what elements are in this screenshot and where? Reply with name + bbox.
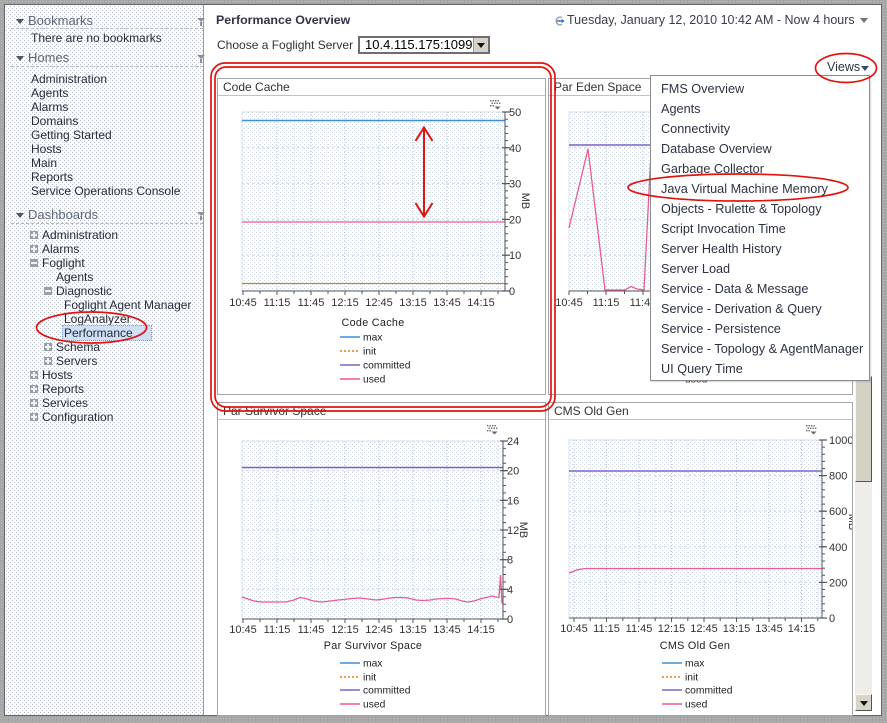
- svg-text:MB: MB: [846, 514, 852, 531]
- svg-text:used: used: [685, 700, 708, 711]
- svg-text:14:15: 14:15: [788, 623, 816, 635]
- svg-text:4: 4: [507, 584, 513, 596]
- svg-text:1000: 1000: [829, 435, 852, 447]
- svg-text:init: init: [363, 347, 376, 358]
- svg-text:11:15: 11:15: [593, 297, 620, 309]
- svg-text:12:15: 12:15: [331, 297, 359, 309]
- svg-text:12: 12: [507, 525, 519, 537]
- svg-text:11:15: 11:15: [264, 624, 291, 636]
- svg-text:init: init: [363, 673, 376, 684]
- svg-text:11:45: 11:45: [630, 297, 657, 309]
- svg-text:20: 20: [507, 466, 519, 478]
- svg-text:20: 20: [509, 214, 521, 226]
- svg-text:init: init: [685, 673, 698, 684]
- svg-text:600: 600: [829, 506, 847, 518]
- svg-text:13:15: 13:15: [723, 623, 751, 635]
- svg-text:Code Cache: Code Cache: [341, 317, 404, 329]
- svg-text:12:15: 12:15: [331, 624, 359, 636]
- svg-text:0: 0: [509, 286, 515, 298]
- svg-text:10:45: 10:45: [229, 624, 257, 636]
- svg-text:committed: committed: [363, 361, 411, 372]
- svg-text:400: 400: [829, 542, 847, 554]
- svg-text:11:45: 11:45: [626, 623, 653, 635]
- svg-text:24: 24: [507, 436, 519, 448]
- svg-text:max: max: [363, 659, 383, 670]
- svg-text:12:15: 12:15: [658, 623, 686, 635]
- svg-text:11:15: 11:15: [593, 623, 620, 635]
- svg-text:13:45: 13:45: [433, 624, 461, 636]
- svg-text:12:45: 12:45: [690, 623, 718, 635]
- svg-text:Par Survivor Space: Par Survivor Space: [324, 640, 422, 652]
- svg-text:11:15: 11:15: [264, 297, 291, 309]
- svg-text:12:45: 12:45: [365, 297, 393, 309]
- svg-text:11:45: 11:45: [298, 624, 325, 636]
- svg-text:max: max: [363, 333, 383, 344]
- svg-text:13:15: 13:15: [399, 624, 427, 636]
- svg-text:11:45: 11:45: [298, 297, 325, 309]
- svg-text:16: 16: [507, 495, 519, 507]
- svg-text:used: used: [363, 375, 386, 386]
- svg-text:committed: committed: [363, 686, 411, 697]
- svg-text:13:15: 13:15: [399, 297, 427, 309]
- svg-text:14:15: 14:15: [467, 624, 495, 636]
- svg-text:10:45: 10:45: [560, 623, 588, 635]
- svg-text:0: 0: [507, 614, 513, 626]
- svg-text:50: 50: [509, 107, 521, 119]
- svg-text:MB: MB: [519, 193, 531, 210]
- svg-text:30: 30: [509, 179, 521, 191]
- svg-text:MB: MB: [517, 522, 529, 539]
- svg-text:8: 8: [507, 555, 513, 567]
- svg-text:12:45: 12:45: [365, 624, 393, 636]
- svg-text:10: 10: [509, 250, 521, 262]
- svg-text:200: 200: [829, 577, 847, 589]
- svg-text:0: 0: [829, 613, 835, 625]
- svg-text:used: used: [363, 700, 386, 711]
- svg-text:committed: committed: [685, 686, 733, 697]
- svg-text:13:45: 13:45: [755, 623, 783, 635]
- svg-text:13:45: 13:45: [433, 297, 461, 309]
- svg-text:800: 800: [829, 471, 847, 483]
- svg-text:14:15: 14:15: [467, 297, 495, 309]
- svg-text:max: max: [685, 659, 705, 670]
- svg-text:CMS Old Gen: CMS Old Gen: [660, 640, 731, 652]
- svg-text:10:45: 10:45: [555, 297, 583, 309]
- svg-text:10:45: 10:45: [229, 297, 257, 309]
- svg-text:40: 40: [509, 143, 521, 155]
